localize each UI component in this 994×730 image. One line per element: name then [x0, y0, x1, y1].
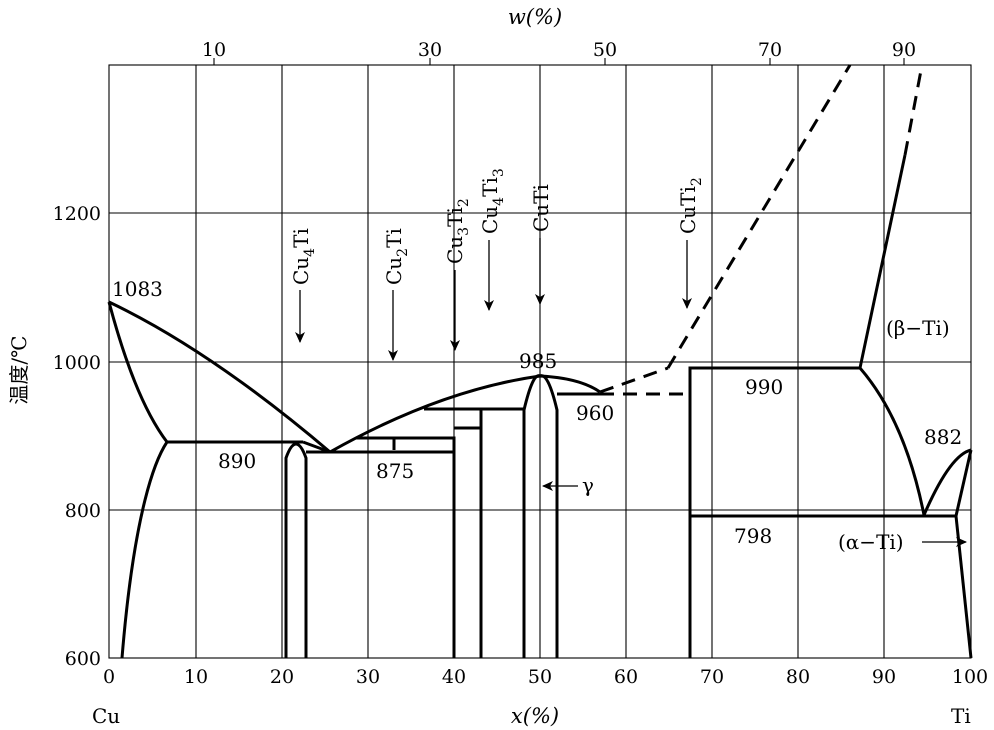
bottom-tick-label: 30 — [356, 666, 380, 688]
bottom-tick-label: 90 — [872, 666, 896, 688]
top-tick-label: 50 — [593, 39, 617, 61]
top-ticks — [213, 58, 905, 65]
phase-label-cuti2: CuTi2 — [676, 177, 705, 234]
temp-798: 798 — [734, 524, 772, 548]
top-axis-title: w(%) — [508, 5, 562, 29]
bottom-tick-label: 10 — [184, 666, 208, 688]
temp-960: 960 — [576, 401, 614, 425]
temp-875: 875 — [376, 459, 414, 483]
phase-label-cu4ti: Cu4Ti — [289, 228, 318, 285]
top-tick-label: 10 — [202, 39, 226, 61]
left-tick-label: 1000 — [53, 352, 101, 374]
temp-1083: 1083 — [112, 277, 163, 301]
temp-990: 990 — [745, 375, 783, 399]
bottom-tick-label: 100 — [952, 666, 988, 688]
bottom-tick-label: 70 — [700, 666, 724, 688]
bottom-tick-label: 60 — [614, 666, 638, 688]
phase-label-cuti: CuTi — [529, 184, 553, 232]
top-tick-label: 90 — [892, 39, 916, 61]
top-tick-label: 30 — [418, 39, 442, 61]
phase-label-cu2ti: Cu2Ti — [382, 228, 411, 285]
bottom-tick-labels: 0 10 20 30 40 50 60 70 80 90 100 — [103, 666, 988, 688]
phase-lines — [107, 64, 973, 659]
phase-label-cu3ti2: Cu3Ti2 — [443, 198, 472, 264]
left-tick-label: 800 — [65, 500, 101, 522]
left-tick-label: 1200 — [53, 203, 101, 225]
left-axis-title: 温度/℃ — [7, 335, 31, 404]
phase-label-cu4ti3: Cu4Ti3 — [478, 168, 507, 234]
phase-label-beta-ti: (β−Ti) — [886, 316, 950, 340]
bottom-tick-label: 0 — [103, 666, 115, 688]
temp-890: 890 — [218, 449, 256, 473]
bottom-tick-label: 20 — [270, 666, 294, 688]
bottom-axis-title: x(%) — [511, 704, 559, 728]
phase-label-gamma: γ — [582, 473, 594, 497]
bottom-tick-label: 80 — [786, 666, 810, 688]
ti-end-label: Ti — [951, 704, 971, 728]
bottom-tick-label: 50 — [528, 666, 552, 688]
y-gridlines — [109, 212, 971, 511]
phase-label-alpha-ti: (α−Ti) — [838, 530, 904, 554]
temp-985: 985 — [519, 349, 557, 373]
top-tick-label: 70 — [758, 39, 782, 61]
cu-end-label: Cu — [92, 704, 120, 728]
temp-882: 882 — [924, 425, 962, 449]
bottom-tick-label: 40 — [442, 666, 466, 688]
left-tick-label: 600 — [65, 648, 101, 670]
